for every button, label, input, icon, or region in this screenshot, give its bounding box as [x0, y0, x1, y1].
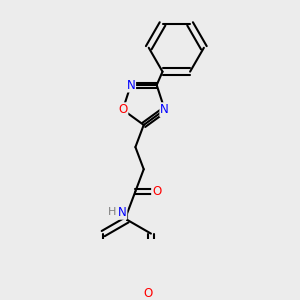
Text: N: N: [118, 206, 126, 219]
Text: O: O: [118, 103, 128, 116]
Text: N: N: [160, 103, 169, 116]
Text: H: H: [108, 207, 117, 217]
Text: N: N: [126, 79, 135, 92]
Text: O: O: [152, 185, 161, 198]
Text: O: O: [143, 287, 152, 300]
